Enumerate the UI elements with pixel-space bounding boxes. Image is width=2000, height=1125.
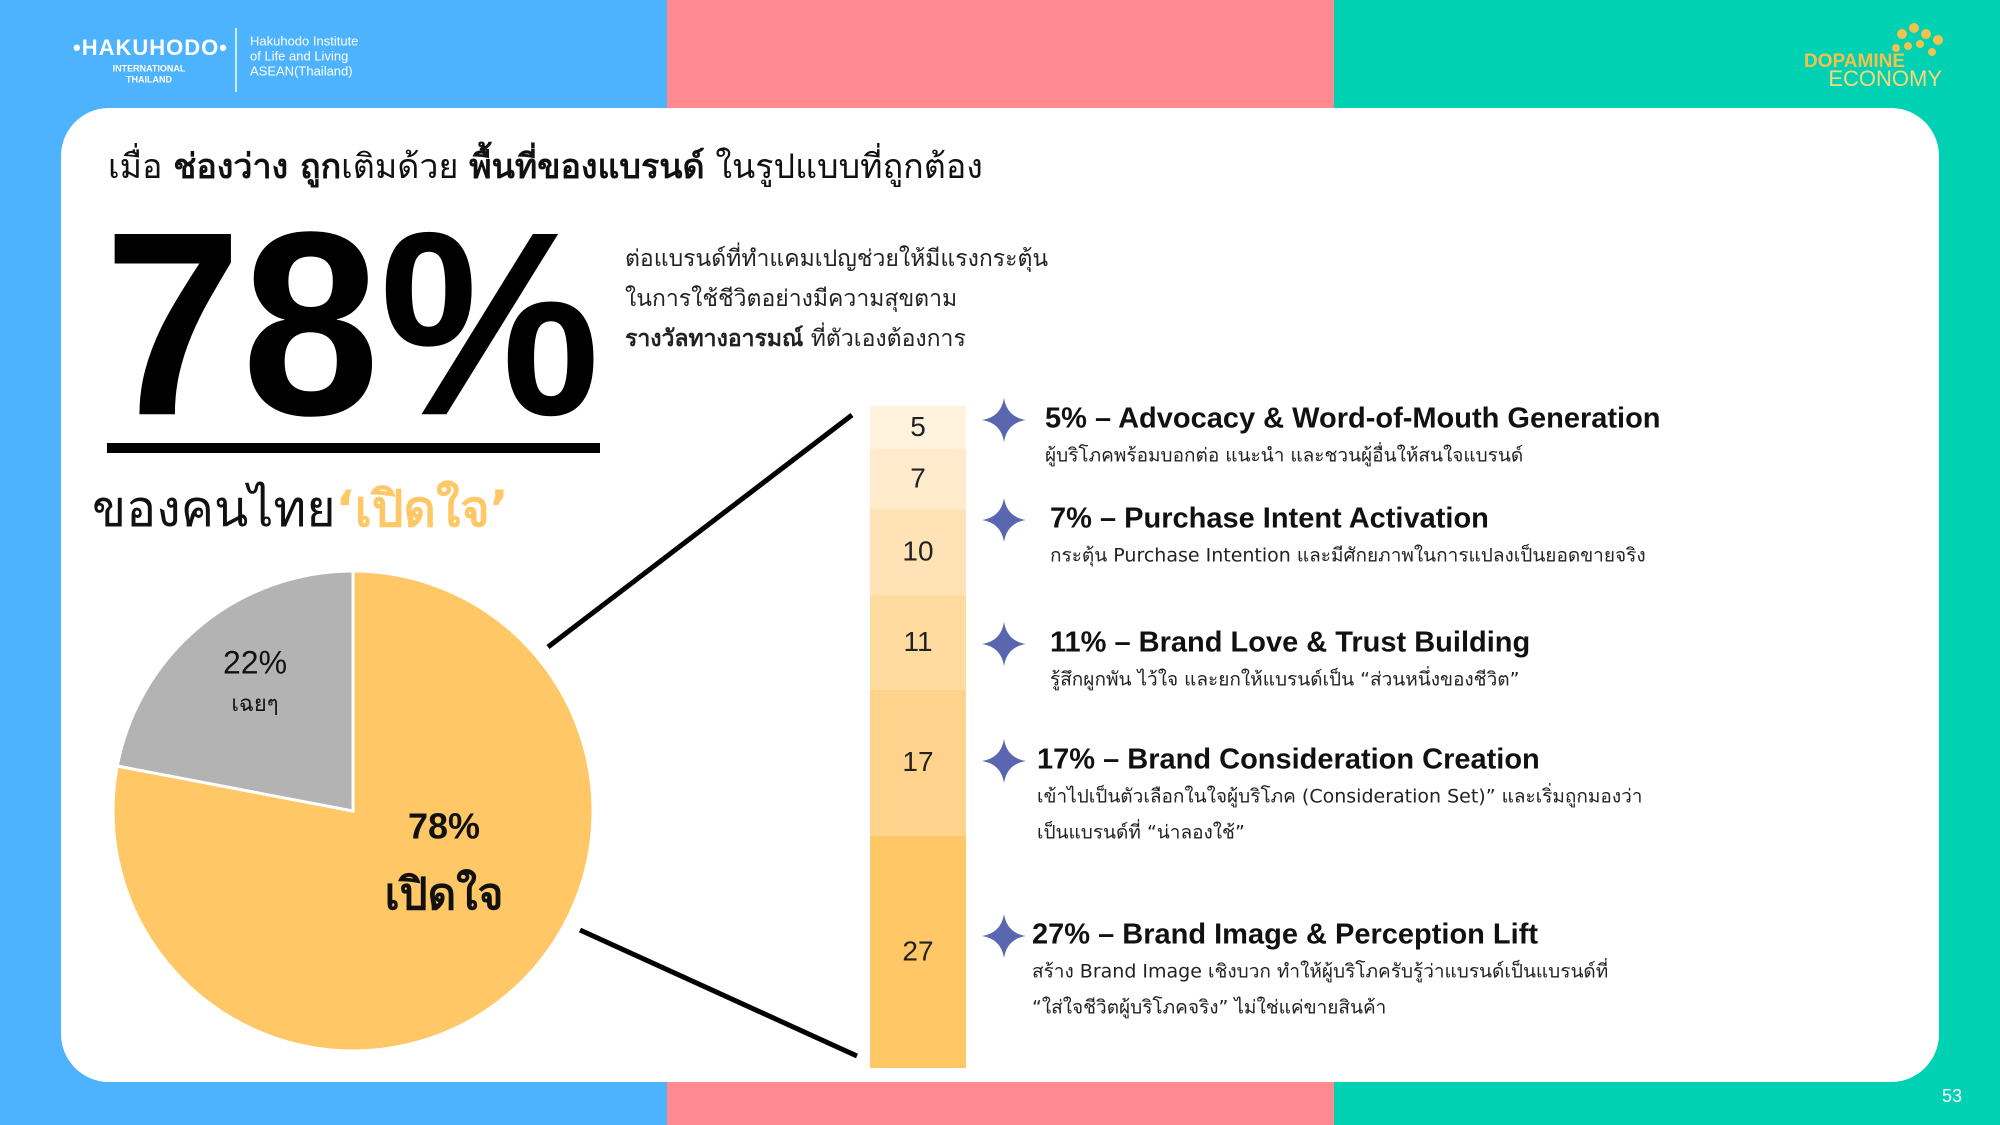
description-part: ในการใช้ชีวิตอย่างมีความสุขตาม bbox=[625, 285, 957, 312]
bar-value-label: 10 bbox=[902, 536, 933, 567]
description: ในการใช้ชีวิตอย่างมีความสุขตาม bbox=[625, 285, 957, 312]
bar-segment bbox=[870, 509, 966, 596]
title-part: ในรูปแบบที่ถูกต้อง bbox=[705, 143, 983, 187]
description: รางวัลทางอารมณ์ ที่ตัวเองต้องการ bbox=[625, 322, 966, 352]
pie-category-label: เปิดใจ bbox=[385, 868, 504, 920]
pie-category-label: เฉยๆ bbox=[231, 692, 278, 717]
description: ต่อแบรนด์ที่ทำแคมเปญช่วยให้มีแรงกระตุ้น bbox=[625, 242, 1048, 272]
star-icon bbox=[982, 622, 1026, 666]
bar-segment bbox=[870, 595, 966, 690]
bar-segment bbox=[870, 448, 966, 510]
institute: Hakuhodo Institute bbox=[250, 33, 358, 48]
legend-description: เข้าไปเป็นตัวเลือกในใจผู้บริโภค (Conside… bbox=[1037, 783, 1642, 808]
stat-caption-part: ของคนไทย bbox=[92, 480, 336, 538]
star-icon bbox=[982, 498, 1026, 542]
bar-value-label: 17 bbox=[902, 746, 933, 777]
title: เมื่อ ช่องว่าง ถูกเติมด้วย พื้นที่ของแบร… bbox=[108, 141, 983, 188]
bar-segment bbox=[870, 835, 966, 1068]
institute: of Life and Living bbox=[250, 48, 348, 63]
description-part: รางวัลทางอารมณ์ bbox=[625, 325, 803, 352]
bar-value-label: 5 bbox=[910, 411, 926, 442]
logo-right: DOPAMINE bbox=[1804, 51, 1905, 72]
bar-value-label: 11 bbox=[903, 626, 932, 657]
title-part: เติมด้วย bbox=[341, 147, 469, 187]
brand-sub: INTERNATIONAL bbox=[113, 63, 186, 73]
brand: •HAKUHODO• bbox=[73, 35, 228, 60]
bar-value-label: 27 bbox=[902, 935, 933, 966]
pie-slice bbox=[115, 569, 355, 813]
legend-description: สร้าง Brand Image เชิงบวก ทำให้ผู้บริโภค… bbox=[1032, 958, 1608, 983]
bar-value-label: 7 bbox=[910, 462, 926, 493]
stat-caption: ของคนไทย‘เปิดใจ’ bbox=[92, 480, 509, 538]
pie-value-label: 78% bbox=[408, 806, 480, 847]
legend-description: กระตุ้น Purchase Intention และมีศักยภาพใ… bbox=[1050, 543, 1646, 568]
page-number: 53 bbox=[1942, 1086, 1962, 1106]
legend-heading: 5% – Advocacy & Word-of-Mouth Generation bbox=[1045, 403, 1661, 435]
connector bbox=[546, 413, 854, 649]
title-part: เมื่อ bbox=[108, 143, 173, 187]
description-part: ต่อแบรนด์ที่ทำแคมเปญช่วยให้มีแรงกระตุ้น bbox=[625, 242, 1048, 272]
star-icon bbox=[982, 398, 1026, 442]
pie-value-label: 22% bbox=[223, 644, 287, 680]
stat-caption-part: ‘เปิดใจ’ bbox=[336, 480, 509, 538]
logo-dots bbox=[1892, 23, 1943, 56]
star-icon bbox=[982, 739, 1026, 783]
title-part: พื้นที่ของแบรนด์ bbox=[469, 141, 704, 187]
title-part: ช่องว่าง ถูก bbox=[173, 147, 341, 188]
bar-segment bbox=[870, 689, 966, 836]
institute: ASEAN(Thailand) bbox=[250, 63, 353, 78]
star-icon bbox=[982, 914, 1026, 958]
big-stat: 78% bbox=[104, 177, 600, 470]
legend-description: รู้สึกผูกพัน ไว้ใจ และยกให้แบรนด์เป็น “ส… bbox=[1050, 666, 1519, 691]
legend-description: ผู้บริโภคพร้อมบอกต่อ แนะนำ และชวนผู้อื่น… bbox=[1045, 442, 1523, 467]
description-part: ที่ตัวเองต้องการ bbox=[803, 322, 965, 352]
legend-description: “ใส่ใจชีวิตผู้บริโภคจริง” ไม่ใช่แค่ขายสิ… bbox=[1032, 996, 1386, 1019]
legend-heading: 11% – Brand Love & Trust Building bbox=[1050, 627, 1530, 659]
stat-underline bbox=[107, 443, 600, 453]
logo-right: ECONOMY bbox=[1828, 66, 1942, 91]
legend-heading: 7% – Purchase Intent Activation bbox=[1050, 503, 1489, 535]
legend-description: เป็นแบรนด์ที่ “น่าลองใช้” bbox=[1037, 819, 1245, 844]
legend-heading: 27% – Brand Image & Perception Lift bbox=[1032, 919, 1538, 951]
bar-segment bbox=[870, 406, 966, 449]
brand-sub: THAILAND bbox=[126, 74, 172, 84]
legend-heading: 17% – Brand Consideration Creation bbox=[1037, 744, 1540, 776]
connector bbox=[578, 927, 859, 1059]
